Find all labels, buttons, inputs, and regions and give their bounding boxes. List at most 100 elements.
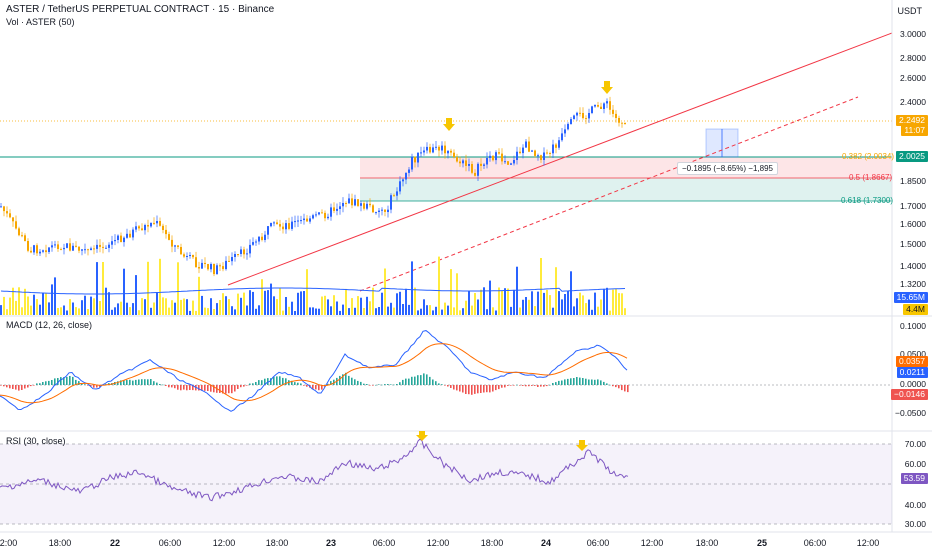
rsi-label[interactable]: RSI (30, close) [6, 436, 66, 446]
candle-body [381, 209, 383, 211]
macd-histogram-bar [165, 385, 167, 386]
price-axis-label: 1.5000 [900, 239, 926, 249]
macd-histogram-bar [270, 378, 272, 385]
macd-histogram-bar [180, 385, 182, 391]
macd-histogram-bar [255, 382, 257, 385]
candle-body [108, 244, 110, 248]
macd-histogram-bar [69, 376, 71, 385]
candle-body [606, 101, 608, 104]
volume-bar [42, 292, 44, 315]
volume-bar [72, 302, 74, 315]
candle-body [156, 221, 158, 224]
volume-bar [90, 296, 92, 315]
macd-histogram-bar [132, 380, 134, 385]
candle-body [231, 257, 233, 262]
volume-bar [618, 293, 620, 315]
macd-histogram-bar [171, 385, 173, 388]
volume-bar [228, 299, 230, 315]
macd-label[interactable]: MACD (12, 26, close) [6, 320, 93, 330]
volume-bar [192, 300, 194, 315]
candle-body [378, 210, 380, 212]
macd-histogram-bar [354, 379, 356, 385]
macd-histogram-bar [30, 385, 32, 387]
fib-zone-500-618 [360, 178, 892, 201]
macd-histogram-bar [522, 385, 524, 386]
volume-bar [441, 309, 443, 315]
volume-bar [477, 299, 479, 315]
volume-bar [534, 306, 536, 315]
volume-bar [540, 258, 542, 315]
volume-bar [63, 305, 65, 315]
candle-body [369, 203, 371, 206]
macd-histogram-bar [345, 372, 347, 385]
candle-body [174, 245, 176, 247]
candle-body [399, 181, 401, 192]
candle-body [330, 207, 332, 217]
time-axis-label: 12:00 [0, 538, 18, 548]
macd-line [0, 330, 628, 412]
macd-histogram-bar [555, 382, 557, 385]
macd-histogram-bar [600, 380, 602, 385]
candle-body [168, 234, 170, 240]
candle-body [351, 198, 353, 206]
candle-body [186, 256, 188, 257]
macd-histogram-bar [558, 380, 560, 385]
macd-histogram-bar [552, 383, 554, 385]
macd-histogram-bar [174, 385, 176, 389]
volume-bar [558, 291, 560, 315]
macd-histogram-bar [156, 382, 158, 385]
macd-histogram-bar [243, 385, 245, 387]
volume-bar [405, 288, 407, 315]
macd-histogram-bar [60, 377, 62, 385]
macd-histogram-bar [489, 385, 491, 393]
volume-bar [114, 307, 116, 315]
volume-bar [150, 307, 152, 315]
candle-body [486, 158, 488, 165]
volume-bar [273, 296, 275, 315]
candle-body [480, 163, 482, 166]
candle-body [123, 237, 125, 243]
volume-bar [498, 287, 500, 315]
macd-histogram-bar [420, 375, 422, 385]
candle-body [333, 207, 335, 211]
macd-histogram-bar [21, 385, 23, 390]
price-axis-label: 3.0000 [900, 29, 926, 39]
macd-histogram-bar [426, 374, 428, 385]
macd-histogram-bar [627, 385, 629, 393]
candle-body [210, 264, 212, 270]
trendline-solid[interactable] [227, 32, 893, 286]
candle-body [318, 212, 320, 215]
volume-bar [489, 280, 491, 315]
macd-histogram-bar [210, 385, 212, 392]
volume-bar [276, 299, 278, 315]
volume-bar [468, 291, 470, 315]
candle-body [501, 153, 503, 162]
macd-histogram-bar [99, 385, 101, 387]
macd-histogram-bar [279, 376, 281, 385]
macd-histogram-bar [465, 385, 467, 394]
trendline-dashed[interactable] [359, 96, 859, 292]
currency-label[interactable]: USDT [897, 6, 923, 16]
volume-bar [612, 289, 614, 315]
volume-bar [324, 295, 326, 315]
volume-bar [180, 299, 182, 315]
candle-body [81, 249, 83, 251]
candle-body [372, 205, 374, 213]
candle-body [39, 251, 41, 254]
candle-body [600, 106, 602, 109]
level-price-badge: 2.0025 [896, 151, 928, 162]
candle-body [288, 223, 290, 229]
candle-body [465, 160, 467, 166]
volume-bar [96, 262, 98, 315]
macd-histogram-bar [330, 381, 332, 385]
chart-title[interactable]: ASTER / TetherUS PERPETUAL CONTRACT · 15… [6, 4, 275, 15]
candle-body [99, 244, 101, 247]
candle-body [534, 150, 536, 156]
candle-body [564, 129, 566, 134]
volume-indicator-label[interactable]: Vol · ASTER (50) [6, 17, 75, 27]
candle-body [15, 221, 17, 229]
macd-histogram-bar [264, 378, 266, 385]
down-arrow-marker-icon [601, 81, 613, 94]
macd-histogram-bar [159, 384, 161, 385]
